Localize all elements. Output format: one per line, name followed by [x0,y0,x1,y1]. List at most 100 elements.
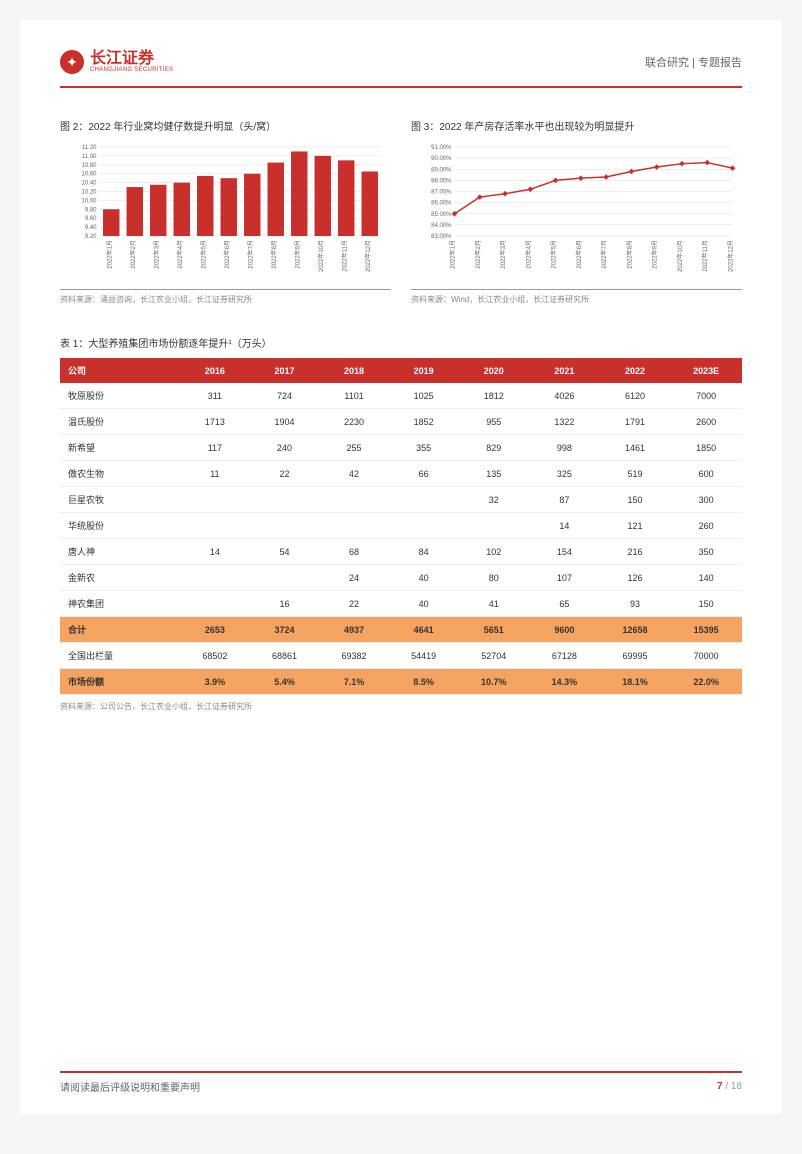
table-cell: 93 [600,591,671,617]
table-cell: 温氏股份 [60,409,180,435]
chart2-svg: 83.00%84.00%85.00%86.00%87.00%88.00%89.0… [411,141,742,281]
table-cell: 1025 [389,383,459,409]
svg-text:84.00%: 84.00% [431,223,452,229]
table-cell: 69995 [600,643,671,669]
table-cell [389,513,459,539]
table-cell: 神农集团 [60,591,180,617]
table-cell: 22 [319,591,389,617]
logo-text-block: 长江证券 CHANGJIANG SECURITIES [90,51,173,73]
table-cell: 300 [670,487,742,513]
chart1-source: 资料来源：涌益咨询，长江农业小组，长江证券研究所 [60,289,391,305]
table-cell [180,487,250,513]
svg-text:2022年3月: 2022年3月 [152,240,160,269]
table-header: 2021 [529,358,600,383]
table-cell: 41 [458,591,529,617]
table-header: 公司 [60,358,180,383]
table-cell: 68861 [250,643,320,669]
table-cell: 829 [458,435,529,461]
table-cell: 1904 [250,409,320,435]
footer-text: 请阅读最后评级说明和重要声明 [60,1079,200,1094]
table-cell: 14 [529,513,600,539]
table-row: 牧原股份311724110110251812402661207000 [60,383,742,409]
table-cell: 1101 [319,383,389,409]
logo-icon: ✦ [60,50,84,74]
table-cell: 市场份额 [60,669,180,695]
chart1-svg: 9.209.409.609.8010.0010.2010.4010.6010.8… [60,141,391,281]
table-cell [250,487,320,513]
table-cell [389,487,459,513]
table-cell: 3.9% [180,669,250,695]
footer-page: 7 / 18 [717,1081,742,1092]
table-row: 市场份额3.9%5.4%7.1%8.5%10.7%14.3%18.1%22.0% [60,669,742,695]
page-total: 18 [731,1081,742,1092]
table-cell: 16 [250,591,320,617]
svg-text:2022年9月: 2022年9月 [651,240,659,269]
svg-text:2022年10月: 2022年10月 [317,240,325,272]
table-cell: 69382 [319,643,389,669]
svg-text:10.40: 10.40 [81,181,97,187]
table-cell: 傲农生物 [60,461,180,487]
table-cell: 2600 [670,409,742,435]
table-cell [250,513,320,539]
table-row: 神农集团162240416593150 [60,591,742,617]
table-cell: 1852 [389,409,459,435]
table-cell: 140 [670,565,742,591]
table-row: 傲农生物11224266135325519600 [60,461,742,487]
table-cell: 4937 [319,617,389,643]
table-cell: 5.4% [250,669,320,695]
table-source: 资料来源：公司公告，长江农业小组，长江证券研究所 [60,701,742,712]
table-cell: 14 [180,539,250,565]
table-cell: 22.0% [670,669,742,695]
table-cell: 2230 [319,409,389,435]
table-cell: 84 [389,539,459,565]
svg-text:9.80: 9.80 [85,207,97,213]
table-cell: 519 [600,461,671,487]
svg-text:11.00: 11.00 [82,154,97,160]
svg-text:10.80: 10.80 [81,163,97,169]
table-cell: 新希望 [60,435,180,461]
svg-text:88.00%: 88.00% [431,178,452,184]
svg-text:2022年1月: 2022年1月 [449,240,457,269]
svg-text:2022年1月: 2022年1月 [105,240,113,269]
table-header: 2019 [389,358,459,383]
table-cell: 1461 [600,435,671,461]
table-cell: 117 [180,435,250,461]
table-cell: 1850 [670,435,742,461]
page-container: ✦ 长江证券 CHANGJIANG SECURITIES 联合研究 | 专题报告… [20,20,782,1114]
page-current: 7 [717,1081,723,1092]
table-cell: 5651 [458,617,529,643]
table-cell: 54 [250,539,320,565]
svg-text:90.00%: 90.00% [431,156,452,162]
table-row: 华统股份14121260 [60,513,742,539]
table-cell: 121 [600,513,671,539]
svg-text:2022年11月: 2022年11月 [340,240,348,272]
table-cell: 66 [389,461,459,487]
data-table: 公司20162017201820192020202120222023E牧原股份3… [60,358,742,695]
table-cell: 1713 [180,409,250,435]
table-cell: 9600 [529,617,600,643]
table-cell: 126 [600,565,671,591]
svg-text:2022年11月: 2022年11月 [701,240,709,272]
table-header: 2023E [670,358,742,383]
table-cell: 24 [319,565,389,591]
table-cell: 350 [670,539,742,565]
table-cell: 40 [389,565,459,591]
svg-text:11.20: 11.20 [82,145,97,151]
table-cell: 260 [670,513,742,539]
chart1-box: 9.209.409.609.8010.0010.2010.4010.6010.8… [60,141,391,281]
svg-text:2022年8月: 2022年8月 [270,240,278,269]
table-cell: 135 [458,461,529,487]
table-cell: 65 [529,591,600,617]
table-cell: 8.5% [389,669,459,695]
table-cell: 4641 [389,617,459,643]
table-cell: 68502 [180,643,250,669]
chart2-box: 83.00%84.00%85.00%86.00%87.00%88.00%89.0… [411,141,742,281]
header-right-text: 联合研究 | 专题报告 [645,54,742,70]
table-title: 表 1：大型养殖集团市场份额逐年提升¹（万头） [60,335,742,350]
table-cell: 102 [458,539,529,565]
table-cell [180,513,250,539]
logo-en: CHANGJIANG SECURITIES [90,67,173,73]
table-header: 2018 [319,358,389,383]
table-cell: 80 [458,565,529,591]
table-cell [180,591,250,617]
